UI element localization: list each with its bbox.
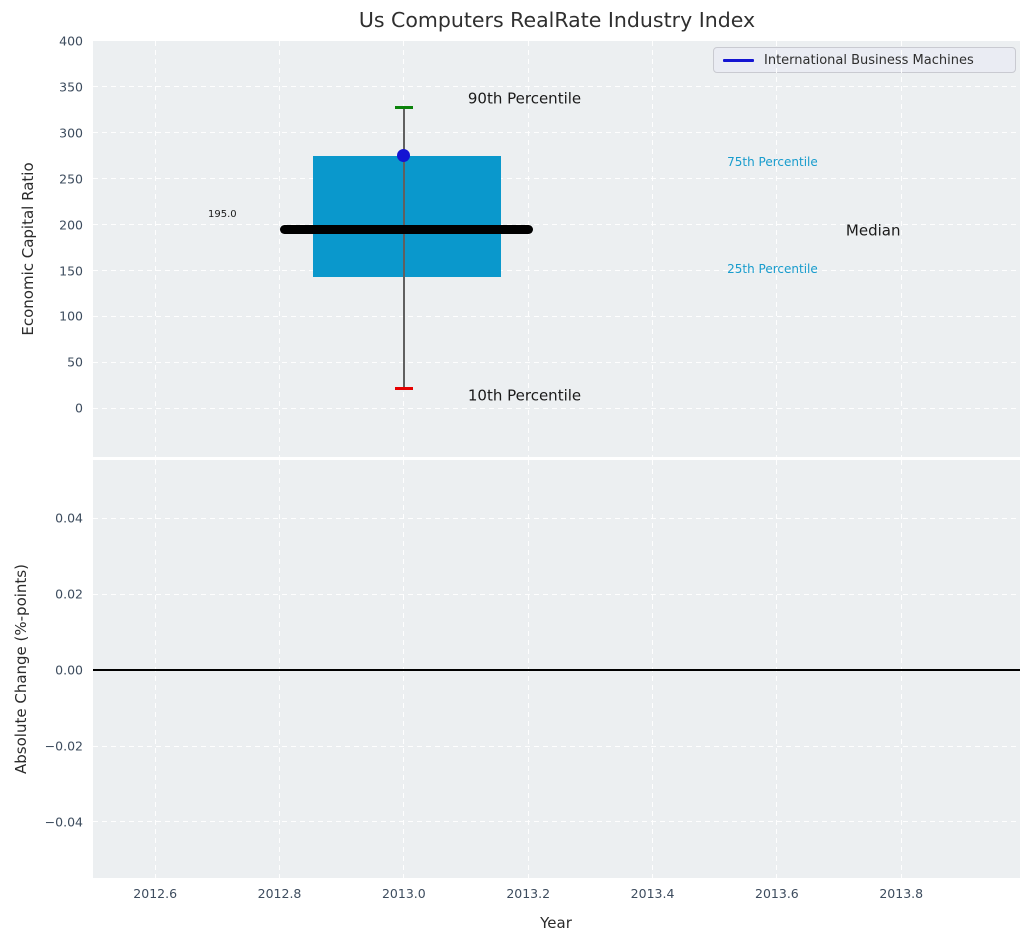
p10-whisker-cap [394,386,413,390]
p90-whisker-cap [394,105,413,109]
h-gridline [93,132,1020,134]
v-gridline [403,460,405,878]
x-tick-label: 2013.0 [381,886,426,901]
h-gridline [93,270,1020,272]
y-tick-label-top: 50 [67,354,83,370]
p90-annotation: 90th Percentile [467,89,582,108]
x-axis-label: Year [540,914,572,932]
v-gridline [279,41,281,457]
v-gridline [527,460,529,878]
v-gridline [154,460,156,878]
median-value-annotation: 195.0 [208,209,237,221]
v-gridline [527,41,529,457]
zero-line [93,669,1020,672]
y-tick-label-top: 100 [59,308,83,324]
y-tick-label-bottom: −0.02 [44,738,83,754]
median-line [280,224,534,234]
bottom-plot-area [93,460,1020,878]
h-gridline [93,407,1020,409]
top-plot-area [93,41,1020,457]
v-gridline [154,41,156,457]
y-tick-label-top: 350 [59,79,83,95]
v-gridline [776,460,778,878]
y-tick-label-bottom: −0.04 [44,814,83,830]
whisker-line [403,107,405,389]
v-gridline [279,460,281,878]
x-tick-label: 2012.8 [257,886,302,901]
y-tick-label-bottom: 0.02 [55,586,83,602]
v-gridline [900,41,902,457]
legend-line-icon [723,58,754,62]
h-gridline [93,361,1020,363]
x-tick-label: 2013.8 [879,886,924,901]
h-gridline [93,821,1020,823]
y-tick-label-top: 250 [59,171,83,187]
v-gridline [652,460,654,878]
x-tick-label: 2013.2 [506,886,551,901]
median-annotation: Median [845,221,901,240]
chart-title: Us Computers RealRate Industry Index [358,8,756,32]
p10-annotation: 10th Percentile [467,386,582,405]
y-tick-label-top: 150 [59,263,83,279]
y-tick-label-bottom: 0.04 [55,510,83,526]
y-tick-label-top: 400 [59,33,83,49]
v-gridline [900,460,902,878]
h-gridline [93,315,1020,317]
p25-annotation: 25th Percentile [727,261,818,276]
v-gridline [652,41,654,457]
h-gridline [93,745,1020,747]
legend-label: International Business Machines [764,52,974,68]
x-tick-label: 2013.4 [630,886,675,901]
h-gridline [93,224,1020,226]
p75-annotation: 75th Percentile [727,155,818,170]
y-tick-label-top: 0 [75,400,83,416]
legend: International Business Machines [713,47,1016,73]
y-tick-label-top: 300 [59,125,83,141]
x-tick-label: 2012.6 [133,886,178,901]
y-tick-label-top: 200 [59,217,83,233]
h-gridline [93,593,1020,595]
h-gridline [93,517,1020,519]
x-tick-label: 2013.6 [755,886,799,901]
ibm-data-point [397,149,411,163]
y-tick-label-bottom: 0.00 [55,662,83,678]
h-gridline [93,178,1020,180]
v-gridline [776,41,778,457]
iqr-box [313,155,501,277]
h-gridline [93,86,1020,88]
